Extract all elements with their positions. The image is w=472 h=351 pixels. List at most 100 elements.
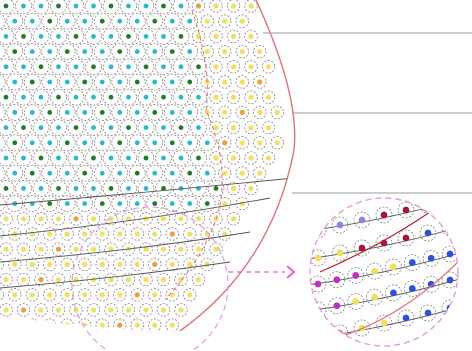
particle [172,0,190,15]
particle [51,272,66,287]
particle [253,105,267,120]
particle [226,0,241,13]
particle [121,212,136,226]
zoom-view-border [309,197,459,347]
particle [0,119,15,136]
particle [93,73,111,91]
zoom-particle [375,206,393,224]
particle [226,151,241,165]
particle [23,104,41,121]
particle [218,105,232,120]
particle [6,43,24,60]
particle [218,75,232,89]
zoom-particle [397,229,415,247]
particle [6,73,24,91]
particle [146,164,164,182]
particle [181,43,199,60]
particle [244,151,258,165]
streamline [0,197,271,237]
particle [102,0,120,15]
particle [67,119,85,136]
particle [226,120,241,135]
particle [0,12,6,30]
particle [41,43,59,60]
particle [113,288,127,302]
outer-boundary-curve [179,0,296,332]
particle [146,134,164,152]
particle [16,272,31,287]
particle [25,227,39,241]
zoom-particle [397,309,415,327]
particle [34,242,48,256]
particle [111,12,129,30]
particle [23,43,41,60]
particle [6,104,24,121]
particle [102,28,120,45]
particle [174,272,188,287]
streamline [0,231,251,263]
zoom-particle [419,304,437,322]
particle [67,58,85,76]
particle [155,0,172,15]
particle [209,151,223,165]
particle [146,43,164,60]
particle [51,303,66,317]
particle [261,60,276,74]
particle [137,149,155,167]
particle [85,180,102,197]
particle [0,104,6,121]
particle [50,119,67,136]
particle [156,212,171,226]
particle [111,195,129,212]
particle [60,227,74,241]
particle [130,227,144,241]
particle [111,73,129,91]
particle [78,227,92,241]
particle [244,0,258,13]
particle [76,43,94,60]
particle [85,119,102,136]
particle [163,73,181,91]
particle [128,134,146,152]
particle [174,242,188,256]
particle [128,104,146,121]
particle [226,29,241,44]
particle [172,58,190,76]
particle [95,227,109,241]
particle [198,164,216,182]
zoom-particle [347,293,365,310]
particle [95,257,109,272]
particle [218,196,232,211]
particle [15,28,32,45]
particle [165,318,179,331]
particle [86,242,101,256]
particle [16,242,31,256]
particle [50,88,67,106]
particle [0,242,13,256]
particle [191,212,206,226]
particle [102,58,120,76]
particle [41,73,59,91]
particle [16,303,31,317]
particle [58,12,76,30]
particle [191,0,206,13]
streamline [0,261,231,289]
zoom-particle [331,216,349,234]
particle [50,149,67,167]
particle [183,227,197,241]
zoom-particle [366,288,383,306]
particle [43,227,57,241]
particle [121,303,136,317]
particle [121,272,136,287]
particle [93,195,111,212]
particle [34,303,48,317]
particle [128,12,146,30]
particle [15,58,32,76]
particle [120,88,137,106]
zoom-particle [422,275,440,293]
particle [104,303,118,317]
particle [41,134,59,152]
particle [165,227,179,241]
particle [50,0,67,15]
particle [32,88,50,106]
